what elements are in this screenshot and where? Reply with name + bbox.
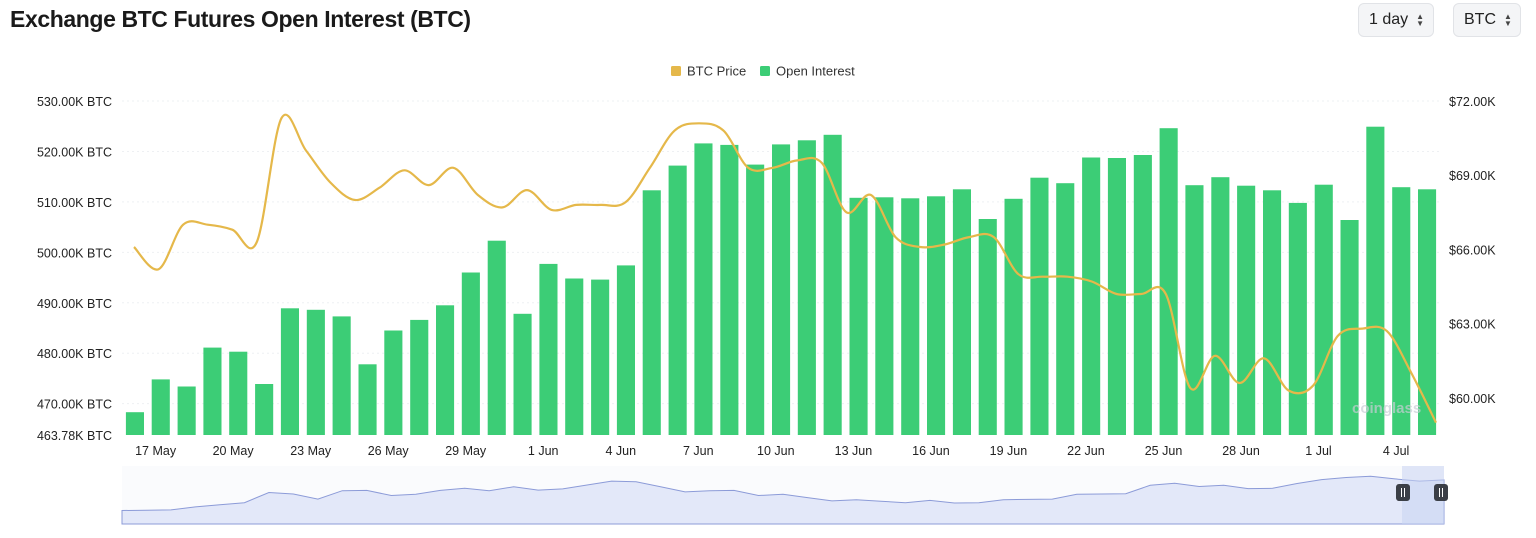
open-interest-bar[interactable] [797,140,816,436]
navigator-series [121,475,1445,525]
left-axis-tick-label: 490.00K BTC [37,297,112,311]
x-axis-tick-label: 1 Jun [528,444,559,458]
open-interest-bar[interactable] [358,364,377,435]
open-interest-bar[interactable] [616,265,635,435]
open-interest-bar[interactable] [487,240,506,435]
open-interest-bar[interactable] [461,272,480,436]
x-axis-tick-label: 4 Jun [606,444,637,458]
open-interest-bar[interactable] [177,386,196,436]
left-axis-tick-label: 530.00K BTC [37,95,112,109]
open-interest-bar[interactable] [1392,187,1411,435]
interval-select[interactable]: 1 day ▲ ▼ [1358,3,1434,37]
left-axis-tick-label: 510.00K BTC [37,196,112,210]
open-interest-bar[interactable] [1004,198,1023,435]
open-interest-bar[interactable] [565,278,584,436]
legend-swatch-open-interest[interactable] [760,66,770,76]
open-interest-bar[interactable] [591,279,610,435]
x-axis-tick-label: 4 Jul [1383,444,1409,458]
open-interest-bar[interactable] [229,351,248,435]
x-axis-tick-label: 23 May [290,444,332,458]
open-interest-bar[interactable] [720,144,739,435]
open-interest-bar[interactable] [410,319,429,435]
right-axis-tick-label: $60.00K [1449,392,1496,406]
x-axis-tick-label: 22 Jun [1067,444,1105,458]
open-interest-bar[interactable] [1314,184,1333,435]
right-axis-tick-label: $72.00K [1449,95,1496,109]
open-interest-bar[interactable] [332,316,351,435]
legend-swatch-btc-price[interactable] [671,66,681,76]
open-interest-bar[interactable] [1237,185,1256,435]
open-interest-bar[interactable] [1263,190,1282,435]
legend-label-open-interest[interactable]: Open Interest [776,64,855,79]
watermark: coinglass [1352,400,1421,417]
open-interest-bar[interactable] [1185,185,1204,435]
open-interest-bar[interactable] [1082,157,1101,436]
open-interest-bar[interactable] [875,197,894,435]
x-axis-tick-label: 29 May [445,444,487,458]
open-interest-bar[interactable] [1133,155,1152,435]
open-interest-bar[interactable] [901,198,920,435]
open-interest-bar[interactable] [1056,183,1075,435]
open-interest-bar[interactable] [772,144,791,435]
right-axis-tick-label: $69.00K [1449,169,1496,183]
btc-price-line[interactable] [133,113,1437,424]
open-interest-bar[interactable] [668,165,687,435]
open-interest-bar[interactable] [151,379,170,435]
page-title: Exchange BTC Futures Open Interest (BTC) [10,6,471,32]
open-interest-bar[interactable] [1107,158,1126,435]
open-interest-bar[interactable] [280,308,299,435]
chevron-updown-icon: ▲ ▼ [1504,12,1512,28]
x-axis-tick-label: 26 May [368,444,410,458]
open-interest-bar[interactable] [1418,189,1437,435]
x-axis-tick-label: 25 Jun [1145,444,1183,458]
navigator-handle[interactable] [1396,484,1410,501]
open-interest-bar[interactable] [1030,177,1049,435]
open-interest-bar[interactable] [1288,202,1307,435]
x-axis-tick-label: 1 Jul [1305,444,1331,458]
x-axis-tick-label: 7 Jun [683,444,714,458]
open-interest-bar[interactable] [513,313,532,435]
legend-label-btc-price[interactable]: BTC Price [687,64,746,79]
right-axis-tick-label: $63.00K [1449,318,1496,332]
open-interest-bar[interactable] [125,412,144,435]
open-interest-bar[interactable] [1211,177,1230,435]
open-interest-bar[interactable] [746,164,765,435]
open-interest-bar[interactable] [849,197,868,435]
open-interest-bar[interactable] [306,309,325,435]
x-axis-tick-label: 19 Jun [990,444,1028,458]
open-interest-bar[interactable] [823,134,842,436]
open-interest-bar[interactable] [1159,128,1178,435]
x-axis-tick-label: 28 Jun [1222,444,1260,458]
open-interest-bar[interactable] [203,347,222,435]
x-axis-tick-label: 10 Jun [757,444,795,458]
x-axis-tick-label: 17 May [135,444,177,458]
open-interest-bar[interactable] [952,189,971,435]
left-axis-tick-label: 520.00K BTC [37,145,112,159]
open-interest-bar[interactable] [694,143,713,435]
unit-select-value: BTC [1464,11,1496,28]
open-interest-bar[interactable] [539,263,558,435]
unit-select[interactable]: BTC ▲ ▼ [1453,3,1521,37]
open-interest-bar[interactable] [1340,220,1359,435]
open-interest-bar[interactable] [978,219,997,435]
left-axis-tick-label: 480.00K BTC [37,347,112,361]
open-interest-bar[interactable] [927,196,946,435]
open-interest-bar[interactable] [255,384,274,435]
navigator-handle[interactable] [1434,484,1448,501]
left-axis-tick-label: 500.00K BTC [37,246,112,260]
x-axis-tick-label: 16 Jun [912,444,950,458]
left-axis-tick-label: 463.78K BTC [37,429,112,443]
open-interest-bar[interactable] [436,305,455,435]
open-interest-bar[interactable] [642,190,661,435]
right-axis-tick-label: $66.00K [1449,243,1496,257]
x-axis-tick-label: 20 May [213,444,255,458]
open-interest-bar[interactable] [1366,126,1385,435]
interval-select-value: 1 day [1369,11,1409,28]
left-axis-tick-label: 470.00K BTC [37,398,112,412]
open-interest-bar[interactable] [384,330,403,436]
x-axis-tick-label: 13 Jun [835,444,873,458]
chevron-updown-icon: ▲ ▼ [1416,12,1425,28]
